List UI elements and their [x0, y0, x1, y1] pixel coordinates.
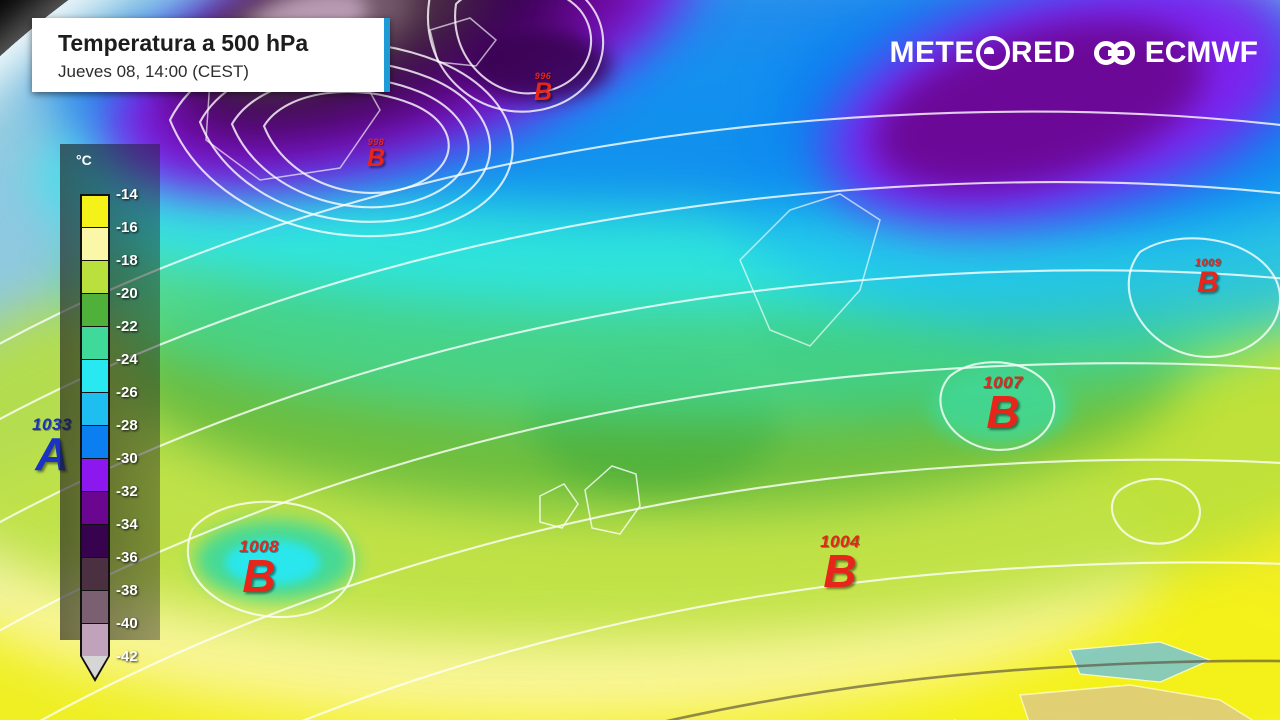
legend-tick: -42	[116, 648, 138, 665]
pressure-value: 1008	[239, 537, 279, 556]
cool-cell-atlantic-core	[225, 540, 320, 585]
pressure-value: 1007	[983, 373, 1023, 392]
legend-swatch	[80, 194, 110, 227]
legend-unit-label: °C	[76, 152, 92, 168]
legend-tick: -32	[116, 483, 138, 500]
legend-tick: -20	[116, 285, 138, 302]
pressure-value: 998	[367, 137, 385, 147]
legend-tick: -16	[116, 219, 138, 236]
legend-swatch	[80, 326, 110, 359]
pressure-symbol: B	[366, 144, 386, 172]
legend-tick: -40	[116, 615, 138, 632]
temperature-legend: °C -14 -16 -18 -20 -22 -24 -26 -28 -30 -32 -34 -36 -…	[60, 144, 160, 682]
ecmwf-text: ECMWF	[1144, 36, 1258, 69]
legend-tick: -26	[116, 384, 138, 401]
pressure-centre-low-russia: 1009 B	[1168, 258, 1248, 298]
down-arrow-icon	[80, 656, 110, 682]
pressure-symbol: B	[242, 550, 276, 602]
legend-swatch	[80, 491, 110, 524]
legend-colorbar	[80, 194, 110, 682]
legend-swatch	[80, 227, 110, 260]
page-title: Temperatura a 500 hPa	[58, 30, 309, 56]
legend-swatch	[80, 425, 110, 458]
legend-swatch	[80, 359, 110, 392]
cold-cell-iceland	[470, 30, 610, 100]
cloud-droplet-icon	[975, 36, 1010, 70]
legend-tick: -36	[116, 549, 138, 566]
pressure-symbol: B	[823, 545, 857, 597]
legend-swatch	[80, 623, 110, 656]
legend-tick: -34	[116, 516, 138, 533]
pressure-symbol: B	[533, 78, 553, 106]
title-card: Temperatura a 500 hPa Jueves 08, 14:00 (…	[32, 18, 390, 92]
pressure-centre-low-greenland: 998 B	[336, 138, 416, 171]
legend-swatch	[80, 590, 110, 623]
meteored-text-head: METE	[889, 36, 975, 69]
legend-tick: -22	[116, 318, 138, 335]
legend-tick: -18	[116, 252, 138, 269]
meteored-text-tail: RED	[1010, 36, 1076, 69]
brand-logos: METE RED ECMWF	[890, 36, 1258, 70]
legend-tick: -28	[116, 417, 138, 434]
legend-swatch	[80, 293, 110, 326]
legend-tick: -30	[116, 450, 138, 467]
legend-tick: -14	[116, 186, 138, 203]
pressure-symbol: B	[1197, 266, 1219, 299]
pressure-value: 1004	[820, 532, 860, 551]
pressure-centre-low-turkey: 1007 B	[963, 374, 1043, 435]
pressure-centre-low-iceland: 996 B	[503, 72, 583, 105]
legend-swatch	[80, 260, 110, 293]
pressure-symbol: B	[986, 386, 1020, 438]
legend-swatch	[80, 392, 110, 425]
meteored-logo: METE RED	[890, 36, 1076, 70]
interlocking-circles-icon	[1093, 41, 1138, 65]
pressure-value: 1009	[1194, 257, 1222, 269]
forecast-timestamp: Jueves 08, 14:00 (CEST)	[58, 62, 249, 81]
legend-tick: -24	[116, 351, 138, 368]
legend-tick: -38	[116, 582, 138, 599]
pressure-value: 996	[534, 71, 552, 81]
legend-swatch	[80, 458, 110, 491]
pressure-centre-low-sahara: 1004 B	[800, 533, 880, 594]
legend-swatch	[80, 557, 110, 590]
pressure-centre-low-atlantic: 1008 B	[219, 538, 299, 599]
legend-swatch	[80, 524, 110, 557]
ecmwf-logo: ECMWF	[1093, 36, 1258, 70]
